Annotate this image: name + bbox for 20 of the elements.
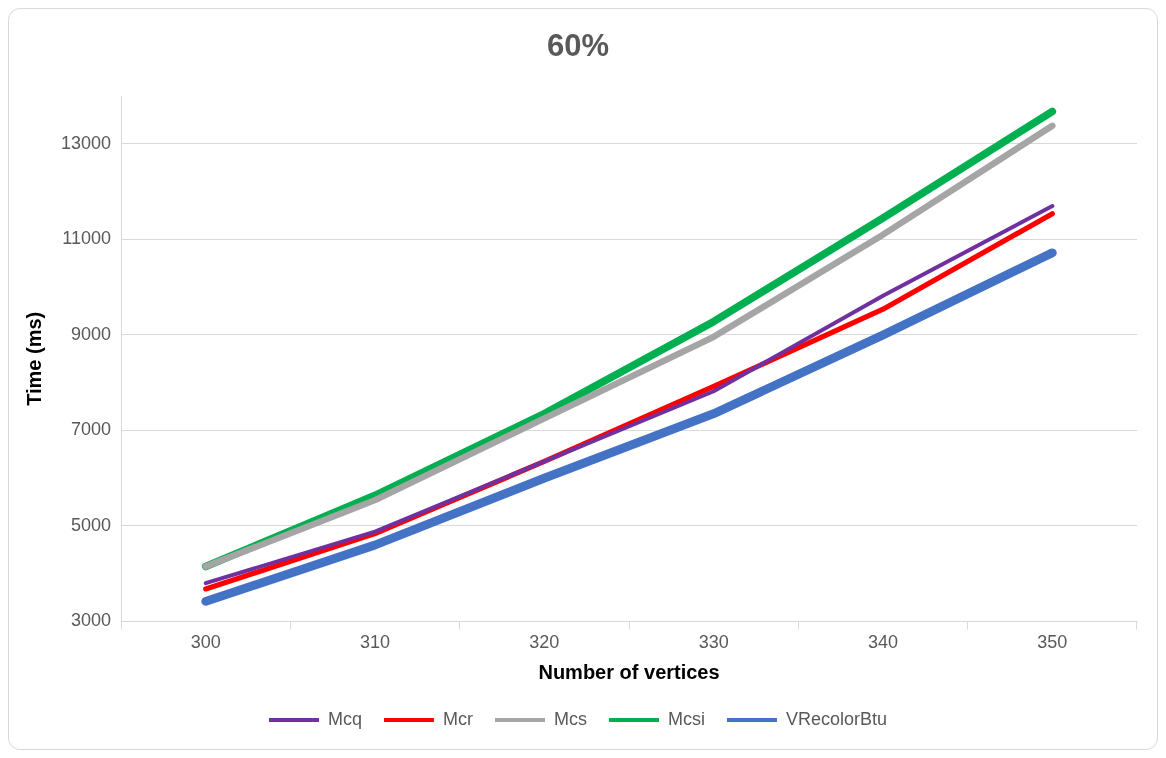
y-tick-label: 7000 bbox=[71, 419, 112, 440]
y-axis-title: Time (ms) bbox=[22, 311, 45, 406]
x-tick-label: 310 bbox=[360, 632, 391, 653]
y-tick-label: 3000 bbox=[71, 610, 112, 631]
chart-title: 60% bbox=[546, 28, 610, 64]
y-tick-label: 13000 bbox=[60, 132, 112, 153]
x-tick-label: 330 bbox=[698, 632, 729, 653]
x-tick-label: 320 bbox=[529, 632, 560, 653]
y-tick-label: 9000 bbox=[71, 323, 112, 344]
x-tick-label: 350 bbox=[1037, 632, 1068, 653]
y-tick-label: 5000 bbox=[71, 514, 112, 535]
legend-label: Mcr bbox=[442, 708, 473, 729]
y-tick-label: 11000 bbox=[62, 228, 112, 249]
legend-label: VRecolorBtu bbox=[785, 708, 888, 729]
legend-label: Mcs bbox=[553, 708, 587, 729]
x-tick-label: 300 bbox=[190, 632, 221, 653]
x-axis-title: Number of vertices bbox=[538, 660, 720, 683]
legend-label: Mcsi bbox=[667, 708, 705, 729]
x-tick-label: 340 bbox=[867, 632, 899, 653]
legend-label: Mcq bbox=[327, 708, 362, 729]
